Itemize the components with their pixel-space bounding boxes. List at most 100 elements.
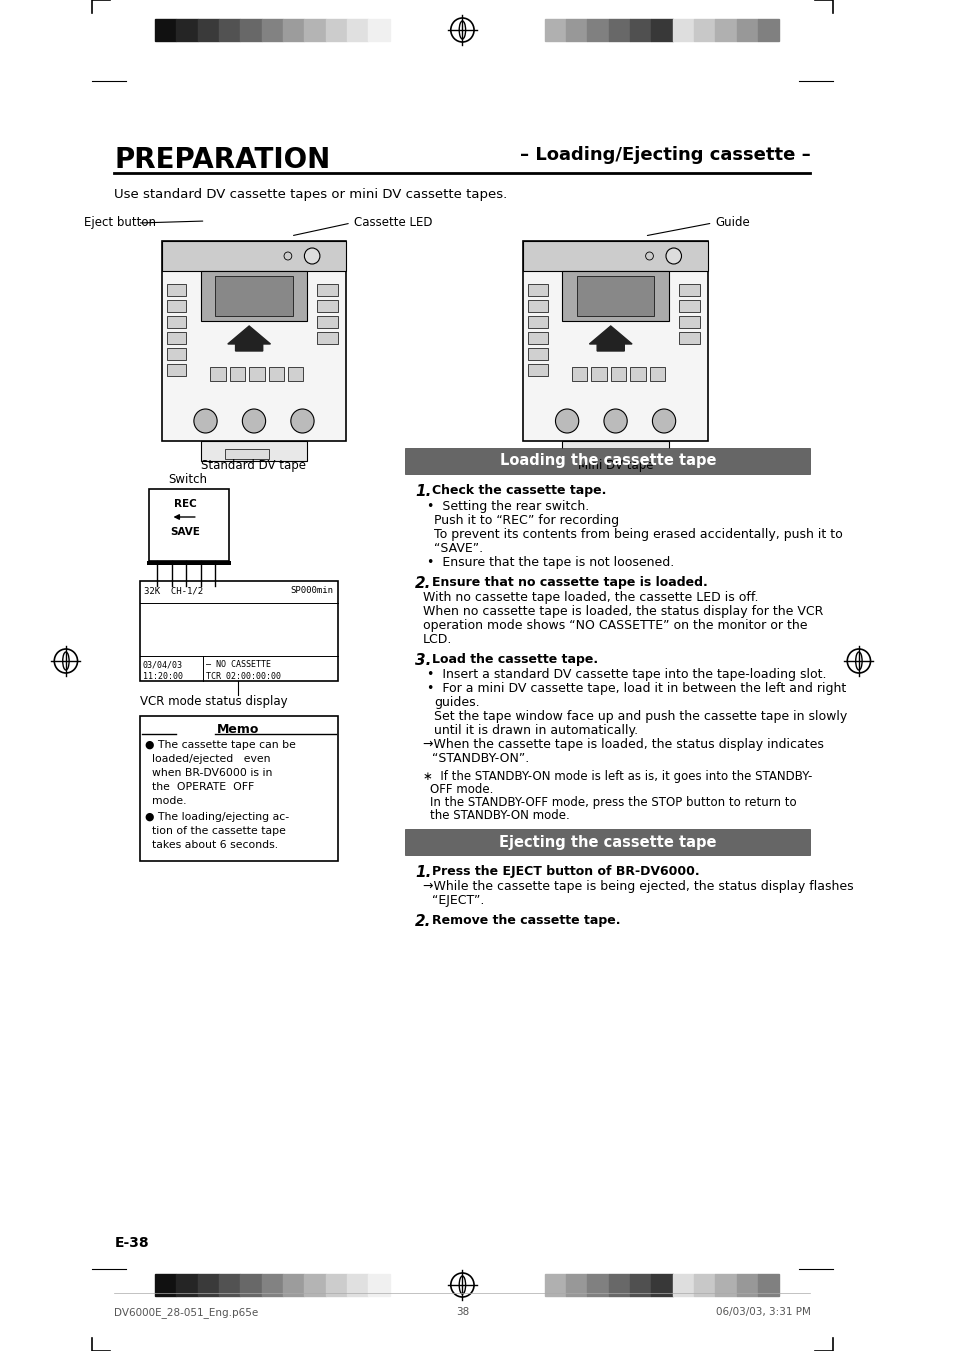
Bar	[283, 1274, 304, 1296]
Circle shape	[193, 409, 217, 434]
Bar	[215, 276, 293, 316]
Circle shape	[652, 409, 675, 434]
Text: Loading the cassette tape: Loading the cassette tape	[499, 454, 716, 469]
Bar	[528, 284, 547, 296]
Bar	[736, 1274, 758, 1296]
Text: 3.: 3.	[415, 653, 431, 667]
Bar	[715, 1274, 736, 1296]
Bar	[528, 316, 547, 328]
Bar	[167, 349, 186, 359]
Bar	[678, 284, 700, 296]
Bar	[368, 19, 389, 41]
Text: 38: 38	[456, 1306, 469, 1317]
Text: When no cassette tape is loaded, the status display for the VCR: When no cassette tape is loaded, the sta…	[422, 605, 822, 617]
Text: With no cassette tape loaded, the cassette LED is off.: With no cassette tape loaded, the casset…	[422, 590, 758, 604]
Bar	[610, 367, 625, 381]
Text: In the STANDBY-OFF mode, press the STOP button to return to: In the STANDBY-OFF mode, press the STOP …	[430, 796, 796, 809]
Bar	[565, 1274, 587, 1296]
Bar	[587, 1274, 608, 1296]
Text: •  Setting the rear switch.: • Setting the rear switch.	[426, 500, 588, 513]
Bar	[162, 240, 346, 272]
Bar	[591, 367, 606, 381]
Bar	[304, 19, 325, 41]
Bar	[586, 449, 630, 459]
Bar	[523, 240, 707, 272]
Bar	[211, 367, 226, 381]
Bar	[577, 276, 654, 316]
Text: Ejecting the cassette tape: Ejecting the cassette tape	[498, 835, 716, 850]
Circle shape	[665, 249, 680, 263]
Bar	[608, 19, 630, 41]
Bar	[225, 449, 268, 459]
Text: •  For a mini DV cassette tape, load it in between the left and right: • For a mini DV cassette tape, load it i…	[426, 682, 845, 694]
Bar	[715, 19, 736, 41]
Bar	[316, 284, 338, 296]
Bar	[197, 1274, 219, 1296]
Bar	[261, 1274, 283, 1296]
Bar	[155, 1274, 176, 1296]
Text: •  Insert a standard DV cassette tape into the tape-loading slot.: • Insert a standard DV cassette tape int…	[426, 667, 825, 681]
Bar	[649, 367, 664, 381]
Bar	[167, 316, 186, 328]
Text: •  Ensure that the tape is not loosened.: • Ensure that the tape is not loosened.	[426, 557, 673, 569]
Bar	[176, 1274, 197, 1296]
Bar	[736, 19, 758, 41]
Bar	[162, 240, 346, 440]
Bar	[240, 19, 261, 41]
Text: SP000min: SP000min	[290, 586, 334, 594]
Text: OFF mode.: OFF mode.	[430, 784, 494, 796]
Circle shape	[603, 409, 626, 434]
Bar	[139, 581, 338, 681]
Text: 03/04/03: 03/04/03	[142, 661, 182, 669]
Bar	[167, 363, 186, 376]
Text: ● The cassette tape can be
  loaded/ejected   even
  when BR-DV6000 is in
  the : ● The cassette tape can be loaded/ejecte…	[145, 740, 296, 807]
Bar	[651, 1274, 672, 1296]
Bar	[678, 300, 700, 312]
Bar	[678, 316, 700, 328]
Bar	[240, 1274, 261, 1296]
Circle shape	[304, 249, 319, 263]
Bar	[544, 1274, 565, 1296]
Bar	[608, 1274, 630, 1296]
Bar	[405, 449, 810, 474]
Text: Switch: Switch	[169, 473, 208, 486]
Text: 11:20:00: 11:20:00	[142, 671, 182, 681]
Text: ∗  If the STANDBY-ON mode is left as is, it goes into the STANDBY-: ∗ If the STANDBY-ON mode is left as is, …	[422, 770, 811, 784]
Text: 32K  CH-1/2: 32K CH-1/2	[144, 586, 203, 594]
Bar	[347, 19, 368, 41]
Bar	[694, 19, 715, 41]
Bar	[316, 332, 338, 345]
Bar	[197, 19, 219, 41]
Text: “SAVE”.: “SAVE”.	[434, 542, 483, 555]
Bar	[630, 367, 645, 381]
Bar	[630, 19, 651, 41]
Text: Set the tape window face up and push the cassette tape in slowly: Set the tape window face up and push the…	[434, 711, 846, 723]
Bar	[316, 316, 338, 328]
Text: PREPARATION: PREPARATION	[114, 146, 331, 174]
Text: Eject button: Eject button	[84, 216, 156, 230]
Bar	[304, 1274, 325, 1296]
Bar	[368, 1274, 389, 1296]
Bar	[325, 1274, 347, 1296]
Bar	[139, 716, 338, 861]
Text: Load the cassette tape.: Load the cassette tape.	[432, 653, 598, 666]
Text: “STANDBY-ON”.: “STANDBY-ON”.	[432, 753, 529, 765]
Text: until it is drawn in automatically.: until it is drawn in automatically.	[434, 724, 638, 738]
Text: – Loading/Ejecting cassette –: – Loading/Ejecting cassette –	[519, 146, 810, 163]
Bar	[283, 19, 304, 41]
Bar	[147, 561, 231, 565]
Bar	[261, 19, 283, 41]
Bar	[176, 19, 197, 41]
Circle shape	[284, 253, 292, 259]
Bar	[672, 1274, 694, 1296]
Text: Cassette LED: Cassette LED	[354, 216, 432, 230]
Text: VCR mode status display: VCR mode status display	[139, 694, 287, 708]
Text: Mini DV tape: Mini DV tape	[578, 459, 653, 471]
Text: 1.: 1.	[415, 484, 431, 499]
Bar	[230, 367, 245, 381]
Text: Check the cassette tape.: Check the cassette tape.	[432, 484, 606, 497]
Bar	[288, 367, 303, 381]
Bar	[561, 440, 668, 461]
Bar	[630, 1274, 651, 1296]
Bar	[528, 363, 547, 376]
